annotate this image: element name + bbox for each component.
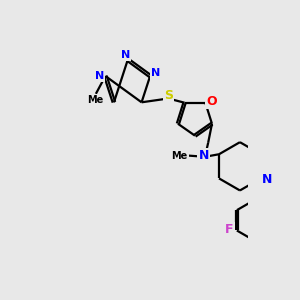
Text: N: N <box>199 149 209 162</box>
Text: N: N <box>262 173 272 186</box>
Text: N: N <box>95 71 104 81</box>
Text: F: F <box>225 224 233 236</box>
Text: N: N <box>151 68 160 79</box>
Text: N: N <box>121 50 130 60</box>
Text: S: S <box>164 89 173 103</box>
Text: Me: Me <box>87 95 104 105</box>
Text: Me: Me <box>171 151 188 160</box>
Text: O: O <box>206 95 217 108</box>
